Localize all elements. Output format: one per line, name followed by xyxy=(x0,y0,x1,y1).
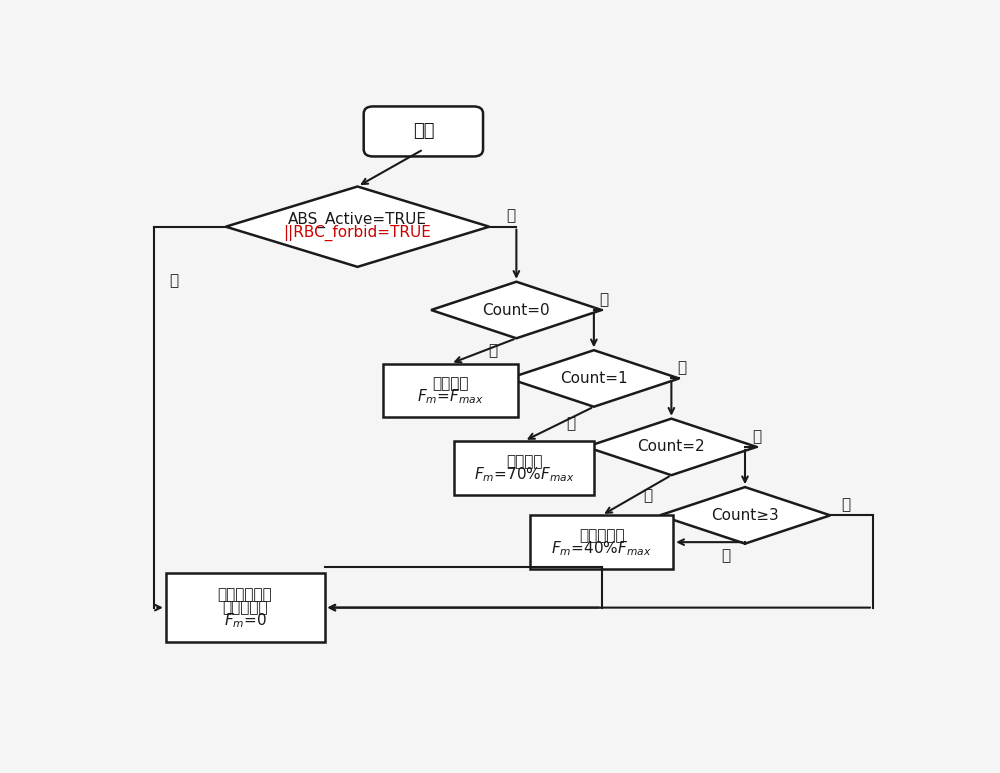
Bar xyxy=(454,441,594,495)
Text: 开始: 开始 xyxy=(413,122,434,141)
Polygon shape xyxy=(226,186,489,267)
Text: $F_m$=40%$F_{max}$: $F_m$=40%$F_{max}$ xyxy=(551,540,652,558)
Text: 是: 是 xyxy=(169,273,178,288)
Text: 否: 否 xyxy=(506,209,515,223)
Bar xyxy=(383,363,518,417)
Text: Count≥3: Count≥3 xyxy=(711,508,779,523)
Text: 是: 是 xyxy=(644,488,653,502)
Text: 否: 否 xyxy=(599,291,609,307)
Text: Count=0: Count=0 xyxy=(483,302,550,318)
Text: $F_m$=$F_{max}$: $F_m$=$F_{max}$ xyxy=(417,387,484,407)
Text: 否: 否 xyxy=(752,429,762,444)
Text: 是: 是 xyxy=(489,343,498,359)
Text: 中低附路面: 中低附路面 xyxy=(579,528,624,543)
Bar xyxy=(530,516,673,569)
Text: Count=2: Count=2 xyxy=(638,439,705,455)
Text: 中附路面: 中附路面 xyxy=(506,454,542,468)
Text: 是: 是 xyxy=(566,417,575,431)
Polygon shape xyxy=(586,419,757,475)
Text: ||RBC_forbid=TRUE: ||RBC_forbid=TRUE xyxy=(284,225,431,241)
Bar xyxy=(166,574,325,642)
Text: $F_m$=70%$F_{max}$: $F_m$=70%$F_{max}$ xyxy=(474,465,574,484)
Polygon shape xyxy=(431,281,602,339)
Polygon shape xyxy=(660,487,830,543)
Text: 紧急制动路面: 紧急制动路面 xyxy=(218,587,272,602)
FancyBboxPatch shape xyxy=(364,107,483,156)
Polygon shape xyxy=(509,350,679,407)
Text: ABS_Active=TRUE: ABS_Active=TRUE xyxy=(288,212,427,228)
Text: $F_m$=0: $F_m$=0 xyxy=(224,611,267,630)
Text: 高附路面: 高附路面 xyxy=(432,376,469,391)
Text: 否: 否 xyxy=(841,497,850,512)
Text: Count=1: Count=1 xyxy=(560,371,628,386)
Text: 是: 是 xyxy=(721,548,730,563)
Text: 或低附路面: 或低附路面 xyxy=(222,600,268,615)
Text: 否: 否 xyxy=(677,360,686,375)
